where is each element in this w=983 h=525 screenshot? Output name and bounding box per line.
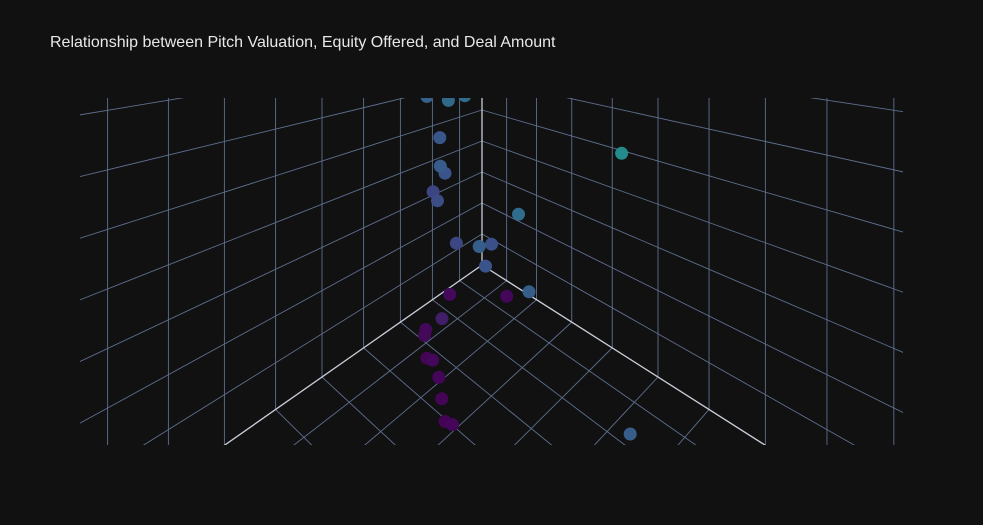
gridline xyxy=(200,445,765,525)
gridline xyxy=(321,376,396,445)
gridline xyxy=(677,409,710,445)
gridline xyxy=(481,109,903,233)
gridline xyxy=(809,98,903,113)
gridline xyxy=(481,264,766,445)
gridline xyxy=(481,140,903,293)
axis-edge xyxy=(481,264,767,445)
data-point[interactable] xyxy=(522,285,536,299)
gridline xyxy=(80,140,483,301)
scene-points xyxy=(418,0,637,525)
data-point[interactable] xyxy=(445,418,459,432)
gridline xyxy=(566,98,903,173)
gridline xyxy=(481,171,903,353)
gridline xyxy=(80,98,406,177)
gridline xyxy=(80,171,483,362)
gridline xyxy=(364,299,537,445)
data-point[interactable] xyxy=(500,289,514,303)
gridline xyxy=(168,485,835,525)
data-point[interactable] xyxy=(426,353,440,367)
gridline xyxy=(459,280,697,445)
data-point[interactable] xyxy=(623,427,637,441)
data-point[interactable] xyxy=(512,207,525,221)
gridline xyxy=(224,445,888,525)
gridline xyxy=(481,264,766,445)
data-point[interactable] xyxy=(454,452,467,465)
data-point[interactable] xyxy=(432,370,446,384)
gridline xyxy=(264,485,827,525)
gridline xyxy=(275,409,313,445)
gridline xyxy=(482,17,983,70)
gridline xyxy=(481,233,856,445)
gridline xyxy=(432,299,626,445)
data-point[interactable] xyxy=(458,474,471,487)
gridline xyxy=(0,17,482,70)
data-point[interactable] xyxy=(418,328,431,342)
gridline xyxy=(80,202,483,424)
data-point[interactable] xyxy=(429,6,442,19)
data-point[interactable] xyxy=(423,78,436,91)
data-point[interactable] xyxy=(458,89,471,103)
data-point[interactable] xyxy=(435,312,449,326)
gridline xyxy=(363,347,476,445)
data-point[interactable] xyxy=(425,0,438,1)
data-point[interactable] xyxy=(431,194,444,208)
gridline xyxy=(437,321,573,445)
axis-edge xyxy=(223,264,483,445)
gridline xyxy=(400,321,553,445)
data-point[interactable] xyxy=(479,259,492,273)
data-point[interactable] xyxy=(435,392,449,406)
data-point[interactable] xyxy=(439,52,452,65)
data-point[interactable] xyxy=(423,29,436,42)
gridline xyxy=(513,347,613,445)
gridline xyxy=(142,233,483,445)
data-point[interactable] xyxy=(524,55,537,68)
data-point[interactable] xyxy=(420,90,434,103)
data-point[interactable] xyxy=(615,146,629,160)
data-point[interactable] xyxy=(543,449,556,462)
gridline xyxy=(593,376,659,445)
data-point[interactable] xyxy=(443,287,457,301)
gridline xyxy=(80,98,185,116)
data-point[interactable] xyxy=(473,519,486,525)
data-point[interactable] xyxy=(449,236,463,250)
gridline xyxy=(481,202,903,414)
gridline xyxy=(224,264,483,445)
data-point[interactable] xyxy=(441,94,455,107)
gridline xyxy=(293,280,507,445)
chart-title: Relationship between Pitch Valuation, Eq… xyxy=(50,34,556,51)
data-point[interactable] xyxy=(433,159,447,173)
gridline xyxy=(224,264,483,445)
gridline xyxy=(80,109,483,239)
data-point[interactable] xyxy=(472,240,486,253)
data-point[interactable] xyxy=(485,237,498,251)
data-point[interactable] xyxy=(433,131,447,145)
